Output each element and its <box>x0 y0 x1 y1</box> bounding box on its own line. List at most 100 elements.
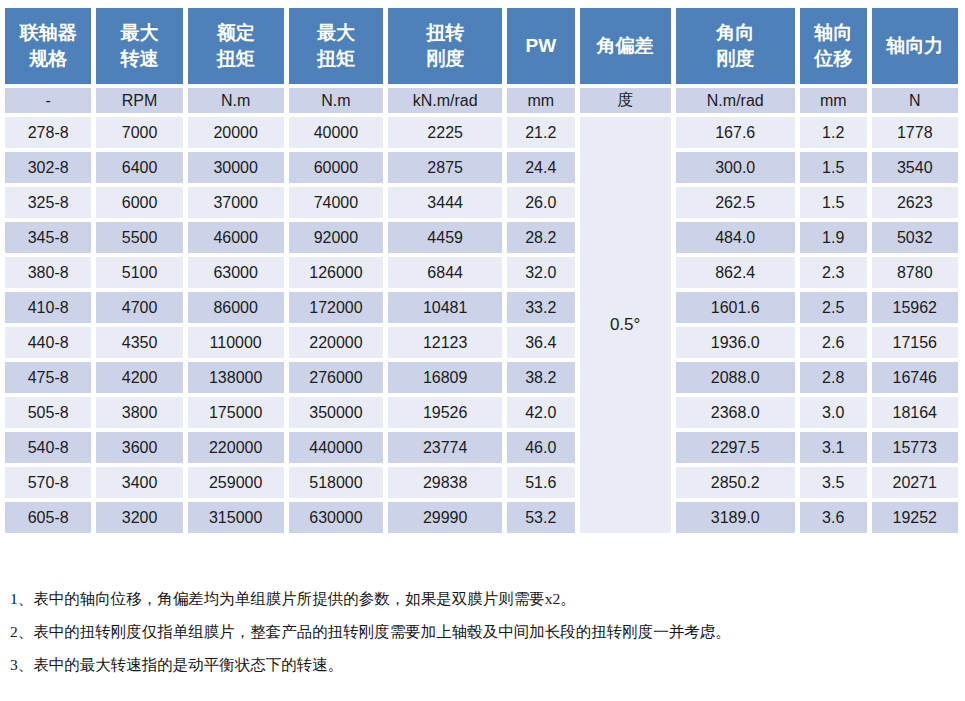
cell-angular-stiffness: 167.6 <box>676 117 795 148</box>
footnote-3: 3、表中的最大转速指的是动平衡状态下的转速。 <box>10 656 965 674</box>
cell-axial-force: 8780 <box>872 257 958 288</box>
header-rated-torque: 额定 扭矩 <box>188 8 284 84</box>
table-row: 278-870002000040000222521.20.5°167.61.21… <box>5 117 958 148</box>
cell-rated-torque: 110000 <box>188 327 284 358</box>
cell-pw: 38.2 <box>507 362 575 393</box>
table-body: 278-870002000040000222521.20.5°167.61.21… <box>5 117 958 533</box>
cell-pw: 33.2 <box>507 292 575 323</box>
cell-axial-displacement: 1.5 <box>800 152 867 183</box>
cell-max-speed: 3200 <box>96 502 182 533</box>
unit-angular-stiffness: N.m/rad <box>676 88 795 113</box>
table-row: 505-838001750003500001952642.02368.03.01… <box>5 397 958 428</box>
table-row: 440-843501100002200001212336.41936.02.61… <box>5 327 958 358</box>
header-coupling-spec: 联轴器 规格 <box>5 8 91 84</box>
cell-angular-stiffness: 2850.2 <box>676 467 795 498</box>
cell-axial-force: 19252 <box>872 502 958 533</box>
cell-pw: 26.0 <box>507 187 575 218</box>
cell-angular-stiffness: 862.4 <box>676 257 795 288</box>
unit-coupling-spec: - <box>5 88 91 113</box>
unit-axial-displacement: mm <box>800 88 867 113</box>
cell-max-torque: 92000 <box>289 222 384 253</box>
unit-rated-torque: N.m <box>188 88 284 113</box>
cell-max-torque: 172000 <box>289 292 384 323</box>
cell-max-torque: 276000 <box>289 362 384 393</box>
cell-torsional-stiffness: 29990 <box>388 502 502 533</box>
cell-axial-displacement: 2.8 <box>800 362 867 393</box>
cell-max-speed: 5100 <box>96 257 182 288</box>
cell-axial-displacement: 1.5 <box>800 187 867 218</box>
cell-max-torque: 126000 <box>289 257 384 288</box>
cell-rated-torque: 63000 <box>188 257 284 288</box>
cell-angular-stiffness: 300.0 <box>676 152 795 183</box>
header-axial-displacement: 轴向 位移 <box>800 8 867 84</box>
cell-max-speed: 3800 <box>96 397 182 428</box>
cell-pw: 32.0 <box>507 257 575 288</box>
cell-pw: 53.2 <box>507 502 575 533</box>
cell-pw: 28.2 <box>507 222 575 253</box>
cell-axial-force: 1778 <box>872 117 958 148</box>
header-row: 联轴器 规格 最大 转速 额定 扭矩 最大 扭矩 扭转 刚度 PW 角偏差 角向… <box>5 8 958 84</box>
cell-max-speed: 5500 <box>96 222 182 253</box>
cell-axial-displacement: 1.2 <box>800 117 867 148</box>
cell-torsional-stiffness: 10481 <box>388 292 502 323</box>
cell-torsional-stiffness: 2875 <box>388 152 502 183</box>
table-row: 540-836002200004400002377446.02297.53.11… <box>5 432 958 463</box>
cell-rated-torque: 30000 <box>188 152 284 183</box>
cell-axial-displacement: 3.6 <box>800 502 867 533</box>
cell-axial-displacement: 1.9 <box>800 222 867 253</box>
cell-torsional-stiffness: 2225 <box>388 117 502 148</box>
unit-max-torque: N.m <box>289 88 384 113</box>
cell-pw: 36.4 <box>507 327 575 358</box>
cell-rated-torque: 138000 <box>188 362 284 393</box>
units-row: - RPM N.m N.m kN.m/rad mm 度 N.m/rad mm N <box>5 88 958 113</box>
cell-rated-torque: 46000 <box>188 222 284 253</box>
cell-angular-stiffness: 484.0 <box>676 222 795 253</box>
cell-max-speed: 4700 <box>96 292 182 323</box>
cell-axial-displacement: 2.5 <box>800 292 867 323</box>
unit-axial-force: N <box>872 88 958 113</box>
cell-axial-displacement: 2.3 <box>800 257 867 288</box>
cell-angular-stiffness: 1601.6 <box>676 292 795 323</box>
header-max-speed: 最大 转速 <box>96 8 182 84</box>
cell-axial-force: 5032 <box>872 222 958 253</box>
cell-rated-torque: 175000 <box>188 397 284 428</box>
cell-axial-force: 20271 <box>872 467 958 498</box>
cell-pw: 24.4 <box>507 152 575 183</box>
cell-max-speed: 4200 <box>96 362 182 393</box>
cell-max-speed: 6400 <box>96 152 182 183</box>
cell-max-torque: 630000 <box>289 502 384 533</box>
table-row: 475-842001380002760001680938.22088.02.81… <box>5 362 958 393</box>
cell-rated-torque: 259000 <box>188 467 284 498</box>
cell-axial-force: 16746 <box>872 362 958 393</box>
cell-rated-torque: 86000 <box>188 292 284 323</box>
cell-angular-stiffness: 1936.0 <box>676 327 795 358</box>
cell-spec: 380-8 <box>5 257 91 288</box>
cell-spec: 605-8 <box>5 502 91 533</box>
table-row: 570-834002590005180002983851.62850.23.52… <box>5 467 958 498</box>
coupling-spec-page: 联轴器 规格 最大 转速 额定 扭矩 最大 扭矩 扭转 刚度 PW 角偏差 角向… <box>0 0 965 701</box>
cell-rated-torque: 37000 <box>188 187 284 218</box>
cell-axial-force: 18164 <box>872 397 958 428</box>
cell-axial-displacement: 3.5 <box>800 467 867 498</box>
cell-max-speed: 7000 <box>96 117 182 148</box>
table-row: 325-860003700074000344426.0262.51.52623 <box>5 187 958 218</box>
table-row: 410-84700860001720001048133.21601.62.515… <box>5 292 958 323</box>
cell-axial-force: 15962 <box>872 292 958 323</box>
cell-axial-displacement: 2.6 <box>800 327 867 358</box>
header-angular-deviation: 角偏差 <box>580 8 671 84</box>
cell-angular-stiffness: 262.5 <box>676 187 795 218</box>
cell-torsional-stiffness: 6844 <box>388 257 502 288</box>
table-header: 联轴器 规格 最大 转速 额定 扭矩 最大 扭矩 扭转 刚度 PW 角偏差 角向… <box>5 8 958 113</box>
cell-spec: 540-8 <box>5 432 91 463</box>
unit-angular-deviation: 度 <box>580 88 671 113</box>
cell-pw: 21.2 <box>507 117 575 148</box>
cell-axial-force: 15773 <box>872 432 958 463</box>
cell-torsional-stiffness: 12123 <box>388 327 502 358</box>
header-pw: PW <box>507 8 575 84</box>
cell-pw: 51.6 <box>507 467 575 498</box>
cell-spec: 505-8 <box>5 397 91 428</box>
cell-angular-stiffness: 2297.5 <box>676 432 795 463</box>
footnote-1: 1、表中的轴向位移，角偏差均为单组膜片所提供的参数，如果是双膜片则需要x2。 <box>10 590 965 608</box>
cell-spec: 440-8 <box>5 327 91 358</box>
cell-torsional-stiffness: 23774 <box>388 432 502 463</box>
